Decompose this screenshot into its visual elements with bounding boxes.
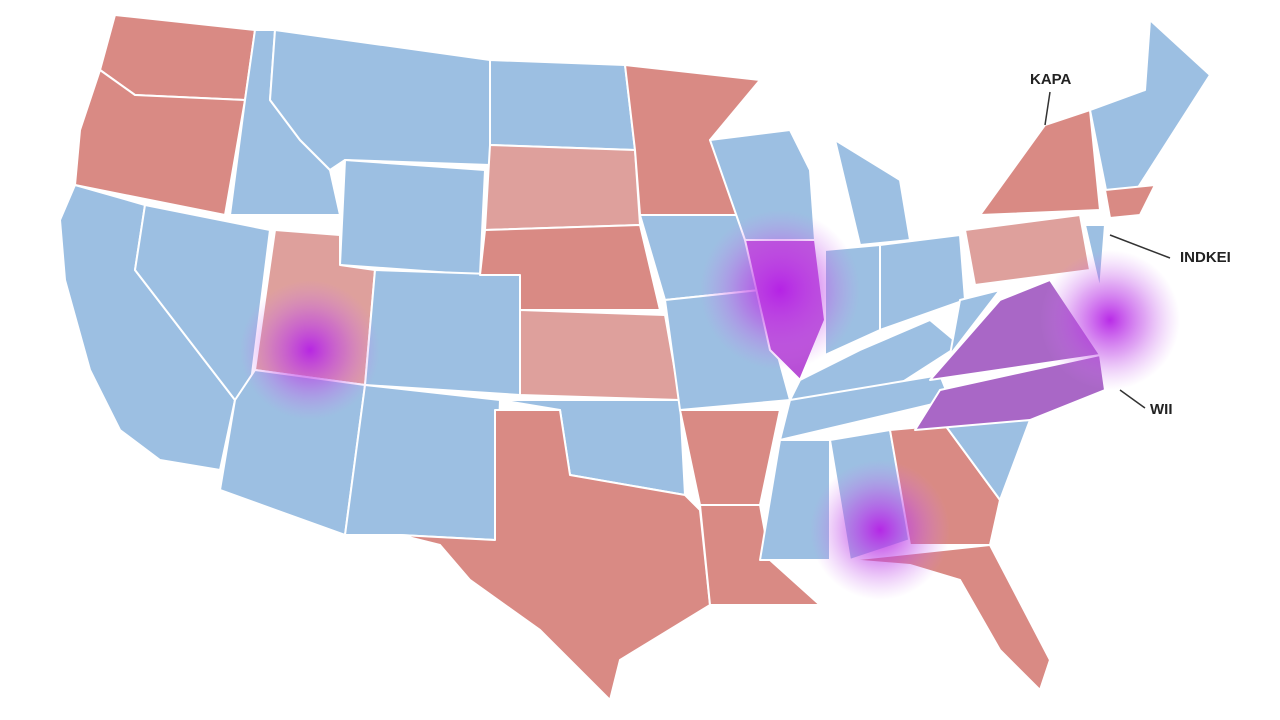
leader-line <box>1109 234 1171 259</box>
glow <box>1040 250 1180 390</box>
kansas <box>519 309 681 401</box>
new-york <box>979 109 1101 216</box>
west-virginia <box>949 289 1001 356</box>
texas <box>399 409 711 701</box>
map-label: KAPA <box>1030 71 1072 88</box>
glow <box>240 280 380 420</box>
leaders <box>1044 91 1171 409</box>
leader-line <box>1044 91 1051 126</box>
leader-line <box>1119 389 1146 409</box>
wyoming <box>339 159 486 276</box>
arkansas <box>679 409 781 506</box>
colorado <box>364 269 521 396</box>
connecticut <box>1104 184 1156 219</box>
glow <box>810 460 950 600</box>
ohio <box>879 234 966 331</box>
new-england <box>1089 19 1211 211</box>
map-label: INDKEI <box>1180 249 1231 266</box>
new-mexico <box>344 384 501 541</box>
north-dakota <box>489 59 636 151</box>
map-label: WII <box>1150 401 1173 418</box>
michigan <box>834 139 911 246</box>
glow <box>700 210 860 370</box>
south-dakota <box>484 144 641 231</box>
states <box>59 14 1211 701</box>
highlights <box>240 210 1180 600</box>
oregon <box>74 69 246 216</box>
